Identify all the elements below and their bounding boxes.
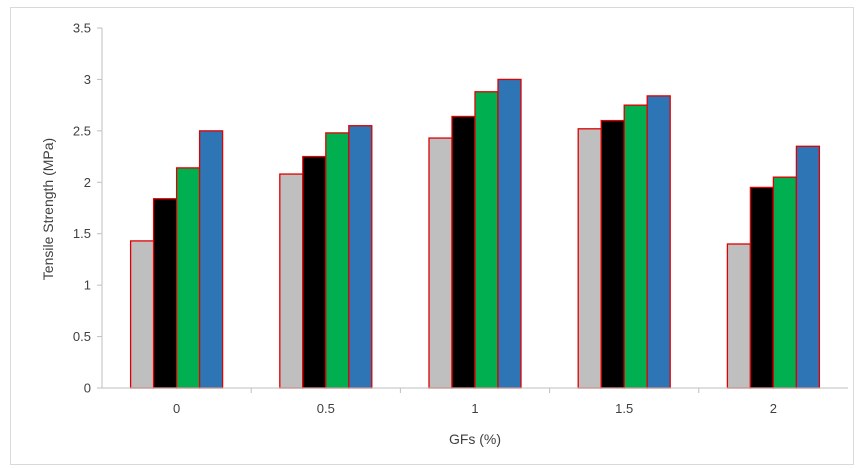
bar bbox=[474, 91, 499, 389]
bar bbox=[795, 145, 821, 389]
y-tick-label: 2 bbox=[84, 175, 91, 190]
bar bbox=[726, 243, 752, 389]
bar bbox=[772, 176, 798, 389]
bar bbox=[302, 155, 327, 389]
bar bbox=[646, 95, 671, 389]
x-tick-label: 1.5 bbox=[615, 401, 633, 416]
bar bbox=[175, 167, 201, 389]
bar-group bbox=[726, 145, 821, 389]
x-tick-label: 0.5 bbox=[317, 401, 335, 416]
bar bbox=[623, 104, 648, 389]
bar bbox=[198, 130, 224, 389]
x-tick-label: 1 bbox=[471, 401, 478, 416]
x-tick-label: 0 bbox=[173, 401, 180, 416]
x-axis-title: GFs (%) bbox=[449, 431, 501, 447]
bar bbox=[749, 186, 775, 389]
y-axis: 0 0.5 1 1.5 2 2.5 3 3.5 bbox=[73, 21, 103, 396]
bar bbox=[451, 115, 476, 389]
bar bbox=[600, 119, 625, 389]
y-axis-title: Tensile Strength (MPa) bbox=[40, 138, 56, 280]
bar-group bbox=[279, 125, 373, 389]
y-tick-label: 0 bbox=[84, 381, 91, 396]
bar-group bbox=[129, 130, 224, 389]
bar bbox=[279, 173, 304, 389]
bar-group bbox=[428, 78, 522, 389]
y-tick-label: 3.5 bbox=[73, 21, 91, 36]
bars bbox=[129, 78, 821, 389]
x-tick-label: 2 bbox=[770, 401, 777, 416]
bar-group bbox=[577, 95, 671, 389]
x-axis: 0 0.5 1 1.5 2 bbox=[102, 387, 848, 416]
y-tick-label: 2.5 bbox=[73, 123, 91, 138]
bar bbox=[152, 198, 178, 389]
bar bbox=[325, 132, 350, 389]
y-tick-label: 0.5 bbox=[73, 329, 91, 344]
y-tick-label: 1 bbox=[84, 278, 91, 293]
bar bbox=[497, 78, 522, 389]
y-tick-label: 3 bbox=[84, 72, 91, 87]
bar bbox=[129, 240, 155, 389]
bar bbox=[348, 125, 373, 389]
y-tick-label: 1.5 bbox=[73, 226, 91, 241]
bar bbox=[428, 137, 453, 389]
bar bbox=[577, 128, 602, 389]
